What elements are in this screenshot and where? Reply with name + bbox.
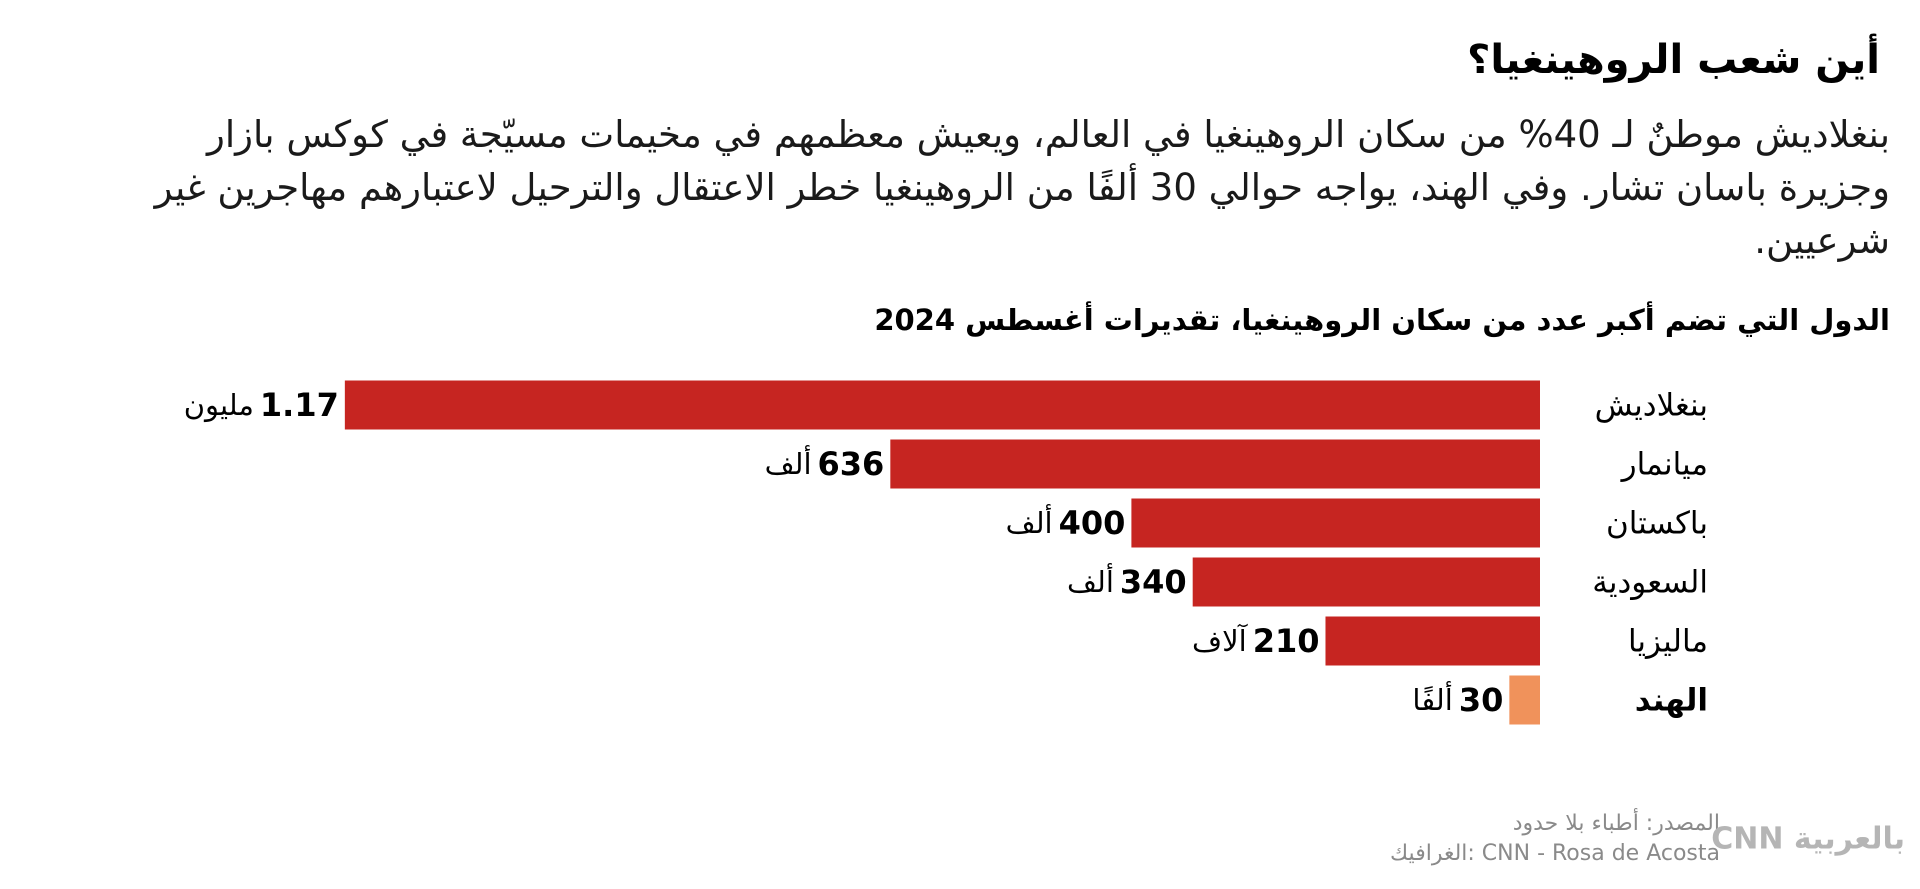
value-unit: ألفًا xyxy=(1412,680,1452,717)
value-label: 1.17 xyxy=(260,386,339,424)
bar xyxy=(1325,616,1540,666)
category-label: الهند xyxy=(1635,683,1708,719)
value-label: 400 xyxy=(1059,504,1126,542)
value-label: 210 xyxy=(1253,622,1320,660)
value-unit: ألف xyxy=(765,444,812,481)
value-label: 636 xyxy=(818,445,885,483)
bar xyxy=(1192,557,1540,607)
value-unit: ألف xyxy=(1006,503,1053,540)
category-label: السعودية xyxy=(1592,565,1708,601)
category-label: ماليزيا xyxy=(1628,624,1708,660)
bar xyxy=(1509,675,1540,725)
category-label: ميانمار xyxy=(1620,447,1708,483)
value-unit: مليون xyxy=(184,388,254,422)
value-label: 340 xyxy=(1120,563,1187,601)
subtitle: بنغلاديش موطنٌ لـ 40% من سكان الروهينغيا… xyxy=(154,113,1890,262)
value-label: 30 xyxy=(1459,681,1504,719)
logo: CNN بالعربية xyxy=(1711,822,1905,857)
bar xyxy=(344,380,1541,430)
credit: الغرافيك: CNN - Rosa de Acosta xyxy=(1390,841,1720,866)
bar xyxy=(890,439,1540,489)
category-label: باكستان xyxy=(1606,506,1708,542)
title: أين شعب الروهينغيا؟ xyxy=(1467,33,1880,83)
category-label: بنغلاديش xyxy=(1595,388,1708,424)
bar xyxy=(1131,498,1540,548)
value-unit: آلاف xyxy=(1192,623,1249,658)
value-unit: ألف xyxy=(1067,562,1114,599)
source: المصدر: أطباء بلا حدود xyxy=(1513,808,1720,836)
chart-title: الدول التي تضم أكبر عدد من سكان الروهينغ… xyxy=(874,301,1890,337)
